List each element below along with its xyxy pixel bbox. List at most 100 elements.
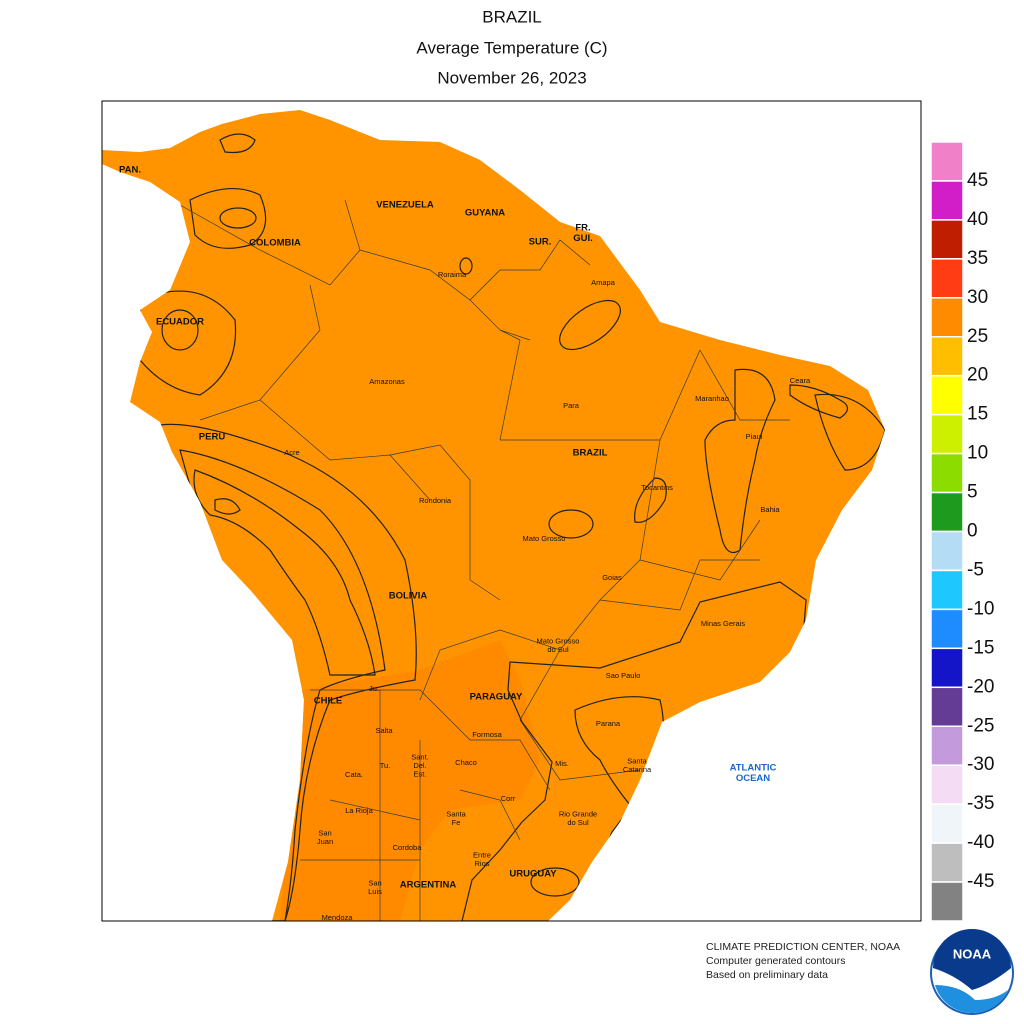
zone-10-15 bbox=[193, 469, 376, 676]
legend-swatch bbox=[930, 374, 964, 416]
legend-swatch bbox=[930, 803, 964, 844]
legend-swatch bbox=[930, 608, 964, 650]
map-label: GUI. bbox=[573, 233, 593, 244]
map-label: Sant. bbox=[411, 752, 429, 761]
legend-tick-label: 35 bbox=[967, 248, 988, 269]
legend-swatch bbox=[930, 258, 964, 299]
map-label: San bbox=[368, 879, 381, 888]
map-label: Cordoba bbox=[393, 843, 423, 852]
map-label: OCEAN bbox=[736, 773, 770, 784]
legend-tick-label: 20 bbox=[967, 365, 988, 386]
legend-tick-label: 30 bbox=[967, 287, 988, 308]
map-label: Parana bbox=[596, 719, 621, 728]
map-label: Del. bbox=[413, 761, 426, 770]
map-label: Para bbox=[563, 401, 580, 410]
map-label: Piaui bbox=[746, 432, 763, 441]
map-label: ECUADOR bbox=[156, 317, 204, 328]
legend-tick-label: -5 bbox=[967, 559, 984, 580]
map-label: Mis. bbox=[555, 759, 569, 768]
legend-tick-label: 0 bbox=[967, 521, 978, 542]
map-label: Fe bbox=[452, 818, 461, 827]
map-label: Catarina bbox=[623, 765, 652, 774]
map-label: ARGENTINA bbox=[400, 880, 457, 891]
map-label: CHILE bbox=[314, 696, 343, 707]
legend-tick-label: -30 bbox=[967, 754, 994, 775]
legend-tick-label: 25 bbox=[967, 326, 988, 347]
map-labels: PAN. VENEZUELA GUYANA SUR. FR.GUI. COLOMBIA EC… bbox=[119, 165, 811, 922]
zone-20-25 bbox=[139, 290, 237, 396]
zone-15-20 bbox=[219, 207, 257, 229]
legend-swatch bbox=[930, 842, 964, 883]
map-label: BRAZIL bbox=[573, 448, 608, 459]
map-label: Est. bbox=[414, 769, 427, 778]
map-label: Ju. bbox=[369, 684, 379, 693]
map-label: COLOMBIA bbox=[249, 238, 301, 249]
zone-30-35 bbox=[634, 477, 667, 523]
map-label: Ceara bbox=[790, 376, 811, 385]
zone-30-35 bbox=[459, 257, 473, 275]
zone-5-10 bbox=[214, 498, 241, 515]
map-label: Minas Gerais bbox=[701, 619, 745, 628]
zone-30-35 bbox=[789, 384, 849, 419]
map-label: Amapa bbox=[591, 278, 616, 287]
logo-wave bbox=[935, 985, 1008, 1014]
map: PAN. VENEZUELA GUYANA SUR. FR.GUI. COLOMBIA EC… bbox=[101, 100, 922, 922]
map-label: BOLIVIA bbox=[389, 591, 428, 602]
map-label: Tocantins bbox=[641, 483, 673, 492]
zone-20-25 bbox=[189, 187, 267, 249]
map-label: Santa bbox=[446, 810, 466, 819]
map-label: do Sul bbox=[547, 645, 569, 654]
map-label: FR. bbox=[575, 222, 590, 233]
zone-25-30 bbox=[280, 640, 540, 921]
logo-top bbox=[933, 929, 1011, 990]
legend-swatch bbox=[930, 881, 964, 922]
legend-swatch bbox=[930, 530, 964, 572]
legend-swatch bbox=[930, 569, 964, 611]
footer: CLIMATE PREDICTION CENTER, NOAA Computer… bbox=[706, 941, 900, 981]
legend-swatch bbox=[930, 219, 964, 260]
legend-swatch bbox=[930, 297, 964, 338]
map-label: Luis bbox=[368, 887, 382, 896]
zone-20-25 bbox=[548, 509, 594, 539]
map-label: Salta bbox=[375, 726, 393, 735]
map-label: PERU bbox=[199, 432, 226, 443]
map-label: Mendoza bbox=[322, 913, 354, 922]
legend-swatch bbox=[930, 180, 964, 221]
map-label: PAN. bbox=[119, 165, 141, 176]
legend-swatch bbox=[930, 336, 964, 377]
map-label: do Sul bbox=[567, 818, 589, 827]
legend: 45 40 35 30 25 20 15 10 5 0 -5 -10 -15 -20 -25 -30 -35 -4… bbox=[930, 141, 994, 922]
map-label: Mato Grosso bbox=[537, 637, 580, 646]
map-label: Corr bbox=[501, 794, 516, 803]
zone-20-25 bbox=[814, 393, 885, 471]
map-label: Mato Grosso bbox=[523, 534, 566, 543]
map-label: VENEZUELA bbox=[376, 200, 434, 211]
legend-swatch bbox=[930, 141, 964, 182]
legend-swatch bbox=[930, 764, 964, 805]
legend-tick-label: -35 bbox=[967, 793, 994, 814]
map-label: Santa bbox=[627, 757, 647, 766]
footer-line: Based on preliminary data bbox=[706, 969, 828, 981]
legend-tick-label: 10 bbox=[967, 443, 988, 464]
map-label: La Rioja bbox=[345, 806, 373, 815]
map-label: Juan bbox=[317, 837, 333, 846]
map-label: Bahia bbox=[760, 505, 780, 514]
title: BRAZIL bbox=[482, 7, 542, 26]
noaa-logo: NOAA bbox=[930, 929, 1014, 1015]
legend-tick-label: -20 bbox=[967, 676, 994, 697]
legend-tick-label: 45 bbox=[967, 170, 988, 191]
legend-tick-label: -40 bbox=[967, 832, 994, 853]
map-label: Tu. bbox=[380, 761, 391, 770]
map-label: ATLANTIC bbox=[730, 762, 777, 773]
map-label: Chaco bbox=[455, 758, 477, 767]
map-label: Goias bbox=[602, 573, 622, 582]
map-label: San bbox=[318, 829, 331, 838]
legend-tick-label: 40 bbox=[967, 209, 988, 230]
legend-swatch bbox=[930, 725, 964, 766]
map-label: Amazonas bbox=[369, 377, 405, 386]
legend-tick-label: -45 bbox=[967, 871, 994, 892]
subtitle: Average Temperature (C) bbox=[416, 38, 607, 57]
map-label: Entre bbox=[473, 851, 491, 860]
footer-line: Computer generated contours bbox=[706, 955, 846, 967]
